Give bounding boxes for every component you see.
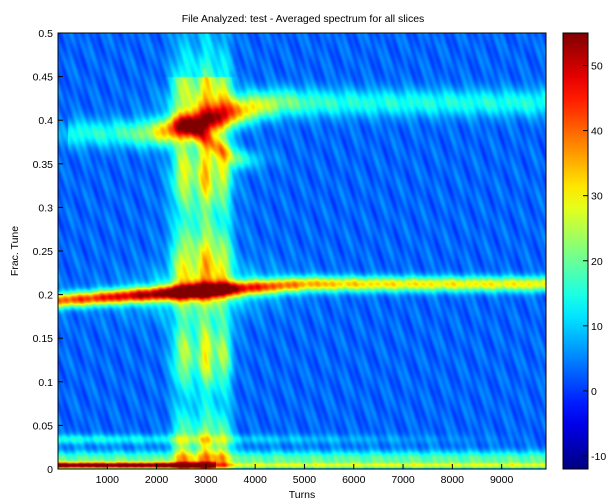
colorbar-tick-label: 30 xyxy=(591,191,603,203)
y-tick-label: 0.4 xyxy=(38,115,53,127)
y-tick-label: 0.5 xyxy=(38,28,53,40)
colorbar-scale xyxy=(562,32,589,470)
y-tick-label: 0.3 xyxy=(38,202,53,214)
y-tick-label: 0.35 xyxy=(33,159,54,171)
x-axis: 1000 2000 3000 4000 5000 6000 7000 8000 9000 xyxy=(96,464,514,486)
colorbar: -10 0 10 20 30 40 50 xyxy=(562,32,606,470)
x-tick-label: 7000 xyxy=(391,474,415,486)
spectrogram-plot xyxy=(57,32,547,470)
colorbar-tick-label: 40 xyxy=(591,126,603,138)
y-tick-label: 0.15 xyxy=(33,333,54,345)
colorbar-tick-label: 10 xyxy=(591,321,603,333)
y-tick-label: 0.2 xyxy=(38,290,53,302)
x-tick-label: 9000 xyxy=(490,474,514,486)
colorbar-tick-label: 50 xyxy=(591,61,603,73)
colorbar-tick-label: 20 xyxy=(591,256,603,268)
y-tick-label: 0.05 xyxy=(33,420,54,432)
x-tick-label: 2000 xyxy=(145,474,169,486)
x-tick-label: 1000 xyxy=(96,474,120,486)
y-axis-label: Frac. Tune xyxy=(9,226,21,276)
y-tick-label: 0.25 xyxy=(33,246,54,258)
y-tick-label: 0 xyxy=(47,464,53,476)
colorbar-tick-label: -10 xyxy=(591,451,606,463)
y-tick-label: 0.45 xyxy=(33,72,54,84)
x-tick-label: 4000 xyxy=(243,474,267,486)
y-axis: 0 0.05 0.1 0.15 0.2 0.25 0.3 0.35 0.4 0.45 0.5 xyxy=(33,28,63,476)
x-tick-label: 3000 xyxy=(194,474,218,486)
x-tick-label: 8000 xyxy=(441,474,465,486)
colorbar-tick-label: 0 xyxy=(591,386,597,398)
x-tick-label: 6000 xyxy=(342,474,366,486)
x-tick-label: 5000 xyxy=(293,474,317,486)
chart-title: File Analyzed: test - Averaged spectrum … xyxy=(182,13,425,25)
x-axis-label: Turns xyxy=(289,489,315,501)
y-tick-label: 0.1 xyxy=(38,377,53,389)
spectrogram-heatmap xyxy=(58,33,546,469)
colorbar-ticks: -10 0 10 20 30 40 50 xyxy=(583,61,606,463)
